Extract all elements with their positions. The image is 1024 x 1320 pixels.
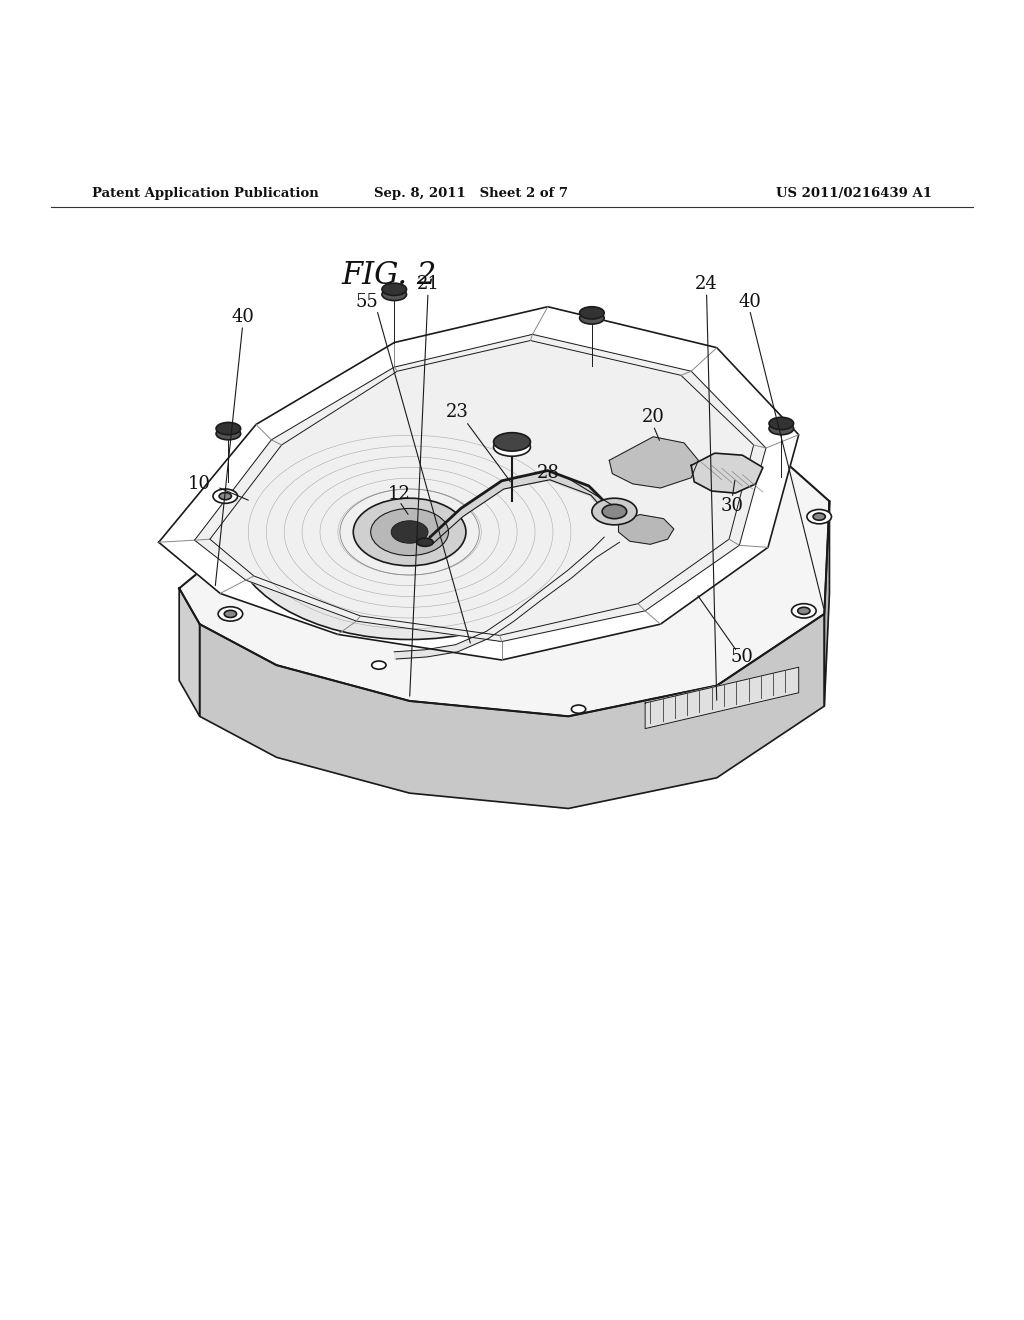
- Polygon shape: [618, 515, 674, 544]
- Ellipse shape: [372, 661, 386, 669]
- Polygon shape: [159, 306, 799, 660]
- Ellipse shape: [602, 504, 627, 519]
- Ellipse shape: [769, 417, 794, 429]
- Text: US 2011/0216439 A1: US 2011/0216439 A1: [776, 186, 932, 199]
- Text: 30: 30: [721, 498, 743, 515]
- Ellipse shape: [224, 610, 237, 618]
- Text: Patent Application Publication: Patent Application Publication: [92, 186, 318, 199]
- Text: 12: 12: [388, 486, 411, 503]
- Text: Sep. 8, 2011   Sheet 2 of 7: Sep. 8, 2011 Sheet 2 of 7: [374, 186, 568, 199]
- Ellipse shape: [798, 607, 810, 614]
- Ellipse shape: [371, 508, 449, 556]
- Ellipse shape: [216, 422, 241, 434]
- Ellipse shape: [494, 433, 530, 451]
- Text: 24: 24: [695, 275, 718, 293]
- Polygon shape: [179, 384, 829, 717]
- Text: 55: 55: [355, 293, 378, 310]
- Text: 40: 40: [231, 308, 254, 326]
- Text: 21: 21: [417, 275, 439, 293]
- Polygon shape: [200, 614, 824, 808]
- Ellipse shape: [580, 306, 604, 319]
- Ellipse shape: [219, 492, 231, 500]
- Ellipse shape: [382, 284, 407, 296]
- Ellipse shape: [580, 312, 604, 325]
- Ellipse shape: [353, 498, 466, 566]
- Ellipse shape: [230, 425, 589, 639]
- Ellipse shape: [391, 520, 428, 544]
- Ellipse shape: [382, 288, 407, 301]
- Ellipse shape: [494, 438, 530, 457]
- Text: 23: 23: [446, 403, 469, 421]
- Text: 10: 10: [188, 475, 211, 492]
- Ellipse shape: [571, 705, 586, 713]
- Ellipse shape: [769, 422, 794, 434]
- Ellipse shape: [213, 488, 238, 503]
- Ellipse shape: [218, 607, 243, 622]
- Ellipse shape: [592, 498, 637, 525]
- Ellipse shape: [807, 510, 831, 524]
- Ellipse shape: [417, 539, 433, 546]
- Polygon shape: [609, 437, 698, 488]
- Ellipse shape: [216, 428, 241, 440]
- Text: 40: 40: [738, 293, 761, 310]
- Polygon shape: [179, 589, 200, 717]
- Polygon shape: [645, 667, 799, 729]
- Text: FIG. 2: FIG. 2: [341, 260, 437, 292]
- Polygon shape: [824, 502, 829, 706]
- Polygon shape: [691, 453, 763, 494]
- Text: 50: 50: [731, 648, 754, 665]
- Ellipse shape: [813, 513, 825, 520]
- Polygon shape: [195, 334, 766, 642]
- Text: 20: 20: [642, 408, 665, 426]
- Text: 28: 28: [537, 463, 559, 482]
- Ellipse shape: [792, 603, 816, 618]
